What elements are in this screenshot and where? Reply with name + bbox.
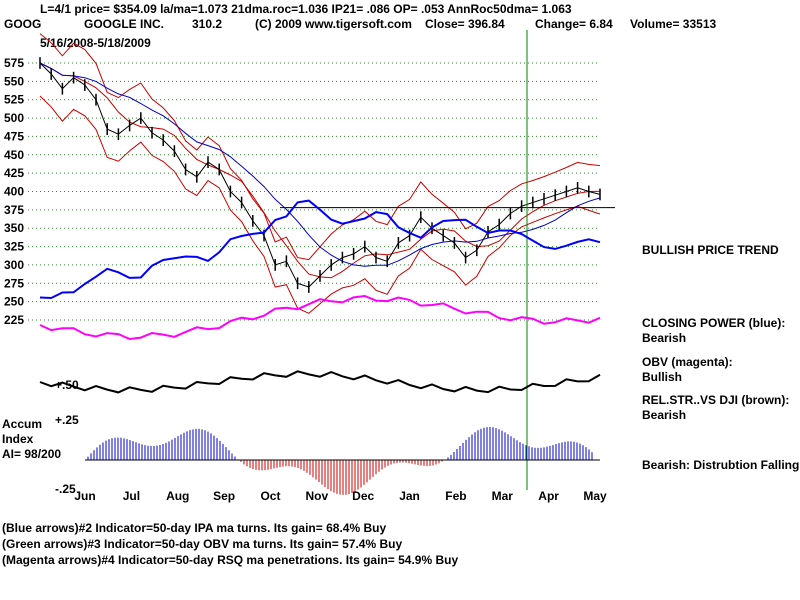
x-tick-label: Dec: [352, 489, 374, 503]
accum-title: Accum: [2, 417, 43, 431]
closing-power-label: CLOSING POWER (blue):: [642, 316, 786, 330]
x-tick-label: Sep: [213, 489, 235, 503]
y-tick-label: 475: [4, 129, 24, 143]
y-tick-label: 275: [4, 276, 24, 290]
accum-zero-label: +.50: [55, 378, 79, 392]
y-tick-label: 250: [4, 295, 24, 309]
price-line: [39, 62, 601, 288]
header-stats: L=4/1 price= $354.09 la/ma=1.073 21dma.r…: [40, 2, 572, 16]
volume-value: Volume= 33513: [630, 17, 717, 31]
ma50-line: [39, 62, 601, 267]
accum-ai: AI= 98/200: [2, 447, 62, 461]
code: 310.2: [192, 17, 223, 31]
y-tick-label: 525: [4, 93, 24, 107]
y-tick-label: 400: [4, 185, 24, 199]
x-tick-label: Apr: [538, 489, 559, 503]
change-value: Change= 6.84: [535, 17, 613, 31]
x-tick-label: Jan: [399, 489, 420, 503]
y-tick-label: 225: [4, 313, 24, 327]
y-tick-label: 575: [4, 56, 24, 70]
obv-value: Bullish: [642, 370, 683, 384]
ticker: GOOG: [4, 17, 42, 31]
footer-line-blue: (Blue arrows)#2 Indicator=50-day IPA ma …: [2, 521, 387, 535]
relstr-value: Bearish: [642, 408, 687, 422]
y-tick-label: 325: [4, 240, 24, 254]
y-tick-label: 350: [4, 221, 24, 235]
obv-label: OBV (magenta):: [642, 355, 733, 369]
y-tick-label: 550: [4, 74, 24, 88]
x-tick-label: Aug: [166, 489, 189, 503]
copyright: (C) 2009 www.tigersoft.com: [255, 17, 412, 31]
accum-lower-label: -.25: [55, 482, 76, 496]
y-tick-label: 375: [4, 203, 24, 217]
trend-label: BULLISH PRICE TREND: [642, 243, 779, 257]
close-value: Close= 396.84: [425, 17, 505, 31]
accum-status-label: Bearish: Distrubtion Falling.: [642, 458, 800, 472]
x-tick-label: Mar: [492, 489, 514, 503]
x-tick-label: Jul: [123, 489, 140, 503]
x-tick-label: Nov: [305, 489, 328, 503]
y-tick-label: 300: [4, 258, 24, 272]
closing-power-line: [39, 199, 601, 300]
x-tick-label: May: [583, 489, 607, 503]
closing-power-value: Bearish: [642, 331, 687, 345]
y-tick-label: 500: [4, 111, 24, 125]
obv-line: [39, 294, 601, 341]
company: GOOGLE INC.: [84, 17, 165, 31]
y-tick-label: 425: [4, 166, 24, 180]
relstr-label: REL.STR..VS DJI (brown):: [642, 393, 790, 407]
accum-index: Index: [2, 432, 34, 446]
x-tick-label: Jun: [74, 489, 95, 503]
footer-line-magenta: (Magenta arrows)#4 Indicator=50-day RSQ …: [2, 553, 459, 567]
accum-upper-label: +.25: [55, 413, 79, 427]
upper-band: [39, 33, 601, 261]
x-tick-label: Feb: [445, 489, 466, 503]
y-tick-label: 450: [4, 148, 24, 162]
footer-line-green: (Green arrows)#3 Indicator=50-day OBV ma…: [2, 537, 403, 551]
date-range: 5/16/2008-5/18/2009: [40, 36, 151, 50]
rel-str-line: [39, 370, 601, 394]
lower-band: [39, 95, 601, 314]
x-tick-label: Oct: [260, 489, 280, 503]
